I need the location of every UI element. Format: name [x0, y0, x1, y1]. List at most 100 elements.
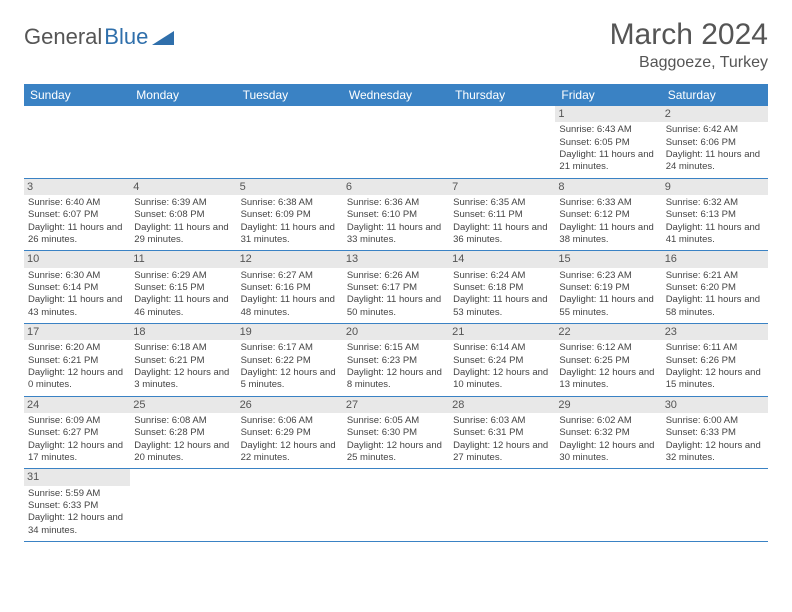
calendar-cell: 5Sunrise: 6:38 AMSunset: 6:09 PMDaylight… [237, 178, 343, 251]
sunrise-line: Sunrise: 6:35 AM [453, 197, 551, 209]
daylight-line: Daylight: 11 hours and 43 minutes. [28, 294, 126, 319]
sunrise-line: Sunrise: 6:36 AM [347, 197, 445, 209]
calendar-cell: 2Sunrise: 6:42 AMSunset: 6:06 PMDaylight… [662, 106, 768, 178]
daylight-line: Daylight: 12 hours and 15 minutes. [666, 367, 764, 392]
day-number: 19 [237, 324, 343, 340]
calendar-cell [24, 106, 130, 178]
calendar-cell: 31Sunrise: 5:59 AMSunset: 6:33 PMDayligh… [24, 469, 130, 542]
day-header: Sunday [24, 84, 130, 106]
daylight-line: Daylight: 11 hours and 24 minutes. [666, 149, 764, 174]
day-number: 21 [449, 324, 555, 340]
sunrise-line: Sunrise: 6:11 AM [666, 342, 764, 354]
calendar-cell [343, 106, 449, 178]
day-number: 10 [24, 251, 130, 267]
calendar-cell: 28Sunrise: 6:03 AMSunset: 6:31 PMDayligh… [449, 396, 555, 469]
calendar-cell: 16Sunrise: 6:21 AMSunset: 6:20 PMDayligh… [662, 251, 768, 324]
calendar-cell [555, 469, 661, 542]
sunset-line: Sunset: 6:22 PM [241, 355, 339, 367]
calendar-cell: 25Sunrise: 6:08 AMSunset: 6:28 PMDayligh… [130, 396, 236, 469]
daylight-line: Daylight: 11 hours and 48 minutes. [241, 294, 339, 319]
day-header-row: SundayMondayTuesdayWednesdayThursdayFrid… [24, 84, 768, 106]
calendar-cell [237, 106, 343, 178]
logo-text-general: General [24, 24, 102, 50]
day-number: 28 [449, 397, 555, 413]
sunrise-line: Sunrise: 6:26 AM [347, 270, 445, 282]
sunset-line: Sunset: 6:33 PM [28, 500, 126, 512]
sunset-line: Sunset: 6:09 PM [241, 209, 339, 221]
daylight-line: Daylight: 12 hours and 0 minutes. [28, 367, 126, 392]
daylight-line: Daylight: 12 hours and 8 minutes. [347, 367, 445, 392]
day-number: 11 [130, 251, 236, 267]
logo-triangle-icon [152, 29, 174, 45]
day-number: 2 [662, 106, 768, 122]
day-number: 30 [662, 397, 768, 413]
daylight-line: Daylight: 11 hours and 26 minutes. [28, 222, 126, 247]
sunrise-line: Sunrise: 6:17 AM [241, 342, 339, 354]
sunset-line: Sunset: 6:26 PM [666, 355, 764, 367]
day-number: 31 [24, 469, 130, 485]
calendar-cell [449, 106, 555, 178]
calendar-cell: 17Sunrise: 6:20 AMSunset: 6:21 PMDayligh… [24, 324, 130, 397]
day-header: Saturday [662, 84, 768, 106]
sunset-line: Sunset: 6:10 PM [347, 209, 445, 221]
sunset-line: Sunset: 6:24 PM [453, 355, 551, 367]
day-number: 15 [555, 251, 661, 267]
calendar-cell: 19 Sunrise: 6:17 AMSunset: 6:22 PMDayligh… [237, 324, 343, 397]
daylight-line: Daylight: 12 hours and 5 minutes. [241, 367, 339, 392]
sunrise-line: Sunrise: 6:32 AM [666, 197, 764, 209]
sunrise-line: Sunrise: 6:38 AM [241, 197, 339, 209]
day-number: 6 [343, 179, 449, 195]
sunset-line: Sunset: 6:16 PM [241, 282, 339, 294]
sunrise-line: Sunrise: 6:39 AM [134, 197, 232, 209]
page-title: March 2024 [610, 18, 768, 52]
sunset-line: Sunset: 6:15 PM [134, 282, 232, 294]
calendar-cell [449, 469, 555, 542]
calendar-cell [237, 469, 343, 542]
day-number: 18 [130, 324, 236, 340]
location: Baggoeze, Turkey [610, 54, 768, 72]
day-number: 7 [449, 179, 555, 195]
calendar-cell: 20Sunrise: 6:15 AMSunset: 6:23 PMDayligh… [343, 324, 449, 397]
calendar-cell: 9Sunrise: 6:32 AMSunset: 6:13 PMDaylight… [662, 178, 768, 251]
sunset-line: Sunset: 6:12 PM [559, 209, 657, 221]
sunset-line: Sunset: 6:30 PM [347, 427, 445, 439]
daylight-line: Daylight: 12 hours and 32 minutes. [666, 440, 764, 465]
sunset-line: Sunset: 6:20 PM [666, 282, 764, 294]
daylight-line: Daylight: 11 hours and 33 minutes. [347, 222, 445, 247]
daylight-line: Daylight: 12 hours and 34 minutes. [28, 512, 126, 537]
calendar-cell: 3Sunrise: 6:40 AMSunset: 6:07 PMDaylight… [24, 178, 130, 251]
sunrise-line: Sunrise: 6:02 AM [559, 415, 657, 427]
sunrise-line: Sunrise: 6:12 AM [559, 342, 657, 354]
day-number: 20 [343, 324, 449, 340]
calendar-row: 10Sunrise: 6:30 AMSunset: 6:14 PMDayligh… [24, 251, 768, 324]
daylight-line: Daylight: 11 hours and 55 minutes. [559, 294, 657, 319]
sunrise-line: Sunrise: 6:21 AM [666, 270, 764, 282]
sunset-line: Sunset: 6:21 PM [134, 355, 232, 367]
calendar-cell: 1Sunrise: 6:43 AMSunset: 6:05 PMDaylight… [555, 106, 661, 178]
sunrise-line: Sunrise: 6:33 AM [559, 197, 657, 209]
day-number: 29 [555, 397, 661, 413]
daylight-line: Daylight: 11 hours and 46 minutes. [134, 294, 232, 319]
calendar-table: SundayMondayTuesdayWednesdayThursdayFrid… [24, 84, 768, 542]
calendar-cell: 27Sunrise: 6:05 AMSunset: 6:30 PMDayligh… [343, 396, 449, 469]
calendar-cell: 14Sunrise: 6:24 AMSunset: 6:18 PMDayligh… [449, 251, 555, 324]
calendar-cell: 12Sunrise: 6:27 AMSunset: 6:16 PMDayligh… [237, 251, 343, 324]
sunset-line: Sunset: 6:27 PM [28, 427, 126, 439]
header: General Blue March 2024 Baggoeze, Turkey [24, 18, 768, 72]
sunset-line: Sunset: 6:06 PM [666, 137, 764, 149]
daylight-line: Daylight: 11 hours and 21 minutes. [559, 149, 657, 174]
daylight-line: Daylight: 12 hours and 13 minutes. [559, 367, 657, 392]
title-block: March 2024 Baggoeze, Turkey [610, 18, 768, 72]
sunset-line: Sunset: 6:29 PM [241, 427, 339, 439]
sunset-line: Sunset: 6:05 PM [559, 137, 657, 149]
calendar-cell: 4Sunrise: 6:39 AMSunset: 6:08 PMDaylight… [130, 178, 236, 251]
day-number: 13 [343, 251, 449, 267]
sunrise-line: Sunrise: 6:29 AM [134, 270, 232, 282]
sunrise-line: Sunrise: 6:14 AM [453, 342, 551, 354]
sunrise-line: Sunrise: 6:00 AM [666, 415, 764, 427]
daylight-line: Daylight: 12 hours and 30 minutes. [559, 440, 657, 465]
sunset-line: Sunset: 6:08 PM [134, 209, 232, 221]
sunrise-line: Sunrise: 6:18 AM [134, 342, 232, 354]
sunrise-line: Sunrise: 6:20 AM [28, 342, 126, 354]
sunrise-line: Sunrise: 6:06 AM [241, 415, 339, 427]
